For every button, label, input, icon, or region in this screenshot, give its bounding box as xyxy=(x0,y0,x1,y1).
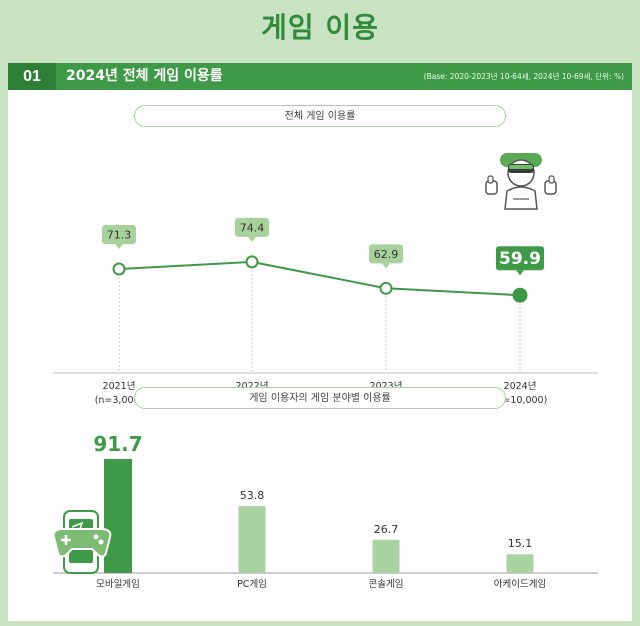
x-tick-label: 2021년 xyxy=(103,381,136,392)
section-base-note: (Base: 2020-2023년 10-64세, 2024년 10-69세, … xyxy=(423,72,624,81)
section-title: 2024년 전체 게임 이용률 xyxy=(66,68,223,84)
data-point xyxy=(245,255,259,269)
section-number: 01 xyxy=(8,63,56,90)
bar xyxy=(238,506,266,573)
bar xyxy=(506,554,534,573)
x-tick-label: 콘솔게임 xyxy=(369,578,404,590)
data-point xyxy=(379,281,393,295)
x-tick-sublabel: (n=3,000) xyxy=(95,395,144,406)
line-chart-title: 전체 게임 이용률 xyxy=(134,105,506,127)
data-label-bg xyxy=(496,246,544,271)
data-label-bg xyxy=(235,217,269,237)
page-title: 게임 이용 xyxy=(261,11,379,44)
data-point xyxy=(112,262,126,276)
bar-value-label: 15.1 xyxy=(508,537,533,550)
x-tick-label: 모바일게임 xyxy=(96,578,140,590)
data-label-pointer xyxy=(516,270,524,276)
data-label: 71.3 xyxy=(107,229,132,242)
x-tick-label: 2023년 xyxy=(370,381,403,392)
data-label: 59.9 xyxy=(499,249,541,269)
data-label-pointer xyxy=(248,236,256,242)
vr-player-icon xyxy=(485,153,557,210)
data-label: 62.9 xyxy=(374,248,399,261)
x-tick-label: 2022년 xyxy=(236,381,269,392)
bar xyxy=(104,459,132,573)
section-header: 01 2024년 전체 게임 이용률 (Base: 2020-2023년 10-… xyxy=(8,63,632,90)
mobile-game-icon xyxy=(52,510,112,574)
data-label-bg xyxy=(102,225,136,244)
data-label-pointer xyxy=(115,244,123,249)
x-tick-label: PC게임 xyxy=(237,578,267,590)
x-tick-label: 2024년 xyxy=(504,381,537,392)
line-series xyxy=(118,260,521,297)
bar-chart: 91.7 모바일게임 53.8 PC게임 26.7 콘솔게임 15.1 아케이드게임 xyxy=(52,432,598,590)
data-point xyxy=(512,287,528,303)
bar xyxy=(372,539,400,573)
data-label-bg xyxy=(369,244,403,264)
bar-value-label: 53.8 xyxy=(240,489,265,502)
x-tick-sublabel: (n=10,000) xyxy=(493,395,548,406)
bar-value-label: 26.7 xyxy=(374,523,399,536)
data-label-pointer xyxy=(382,263,390,269)
data-label: 74.4 xyxy=(240,221,265,234)
content-panel: 01 2024년 전체 게임 이용률 (Base: 2020-2023년 10-… xyxy=(8,63,632,621)
bar-chart-title: 게임 이용자의 게임 분야별 이용률 xyxy=(134,387,506,409)
bar-value-label: 91.7 xyxy=(93,432,142,456)
x-tick-label: 아케이드게임 xyxy=(494,578,546,590)
